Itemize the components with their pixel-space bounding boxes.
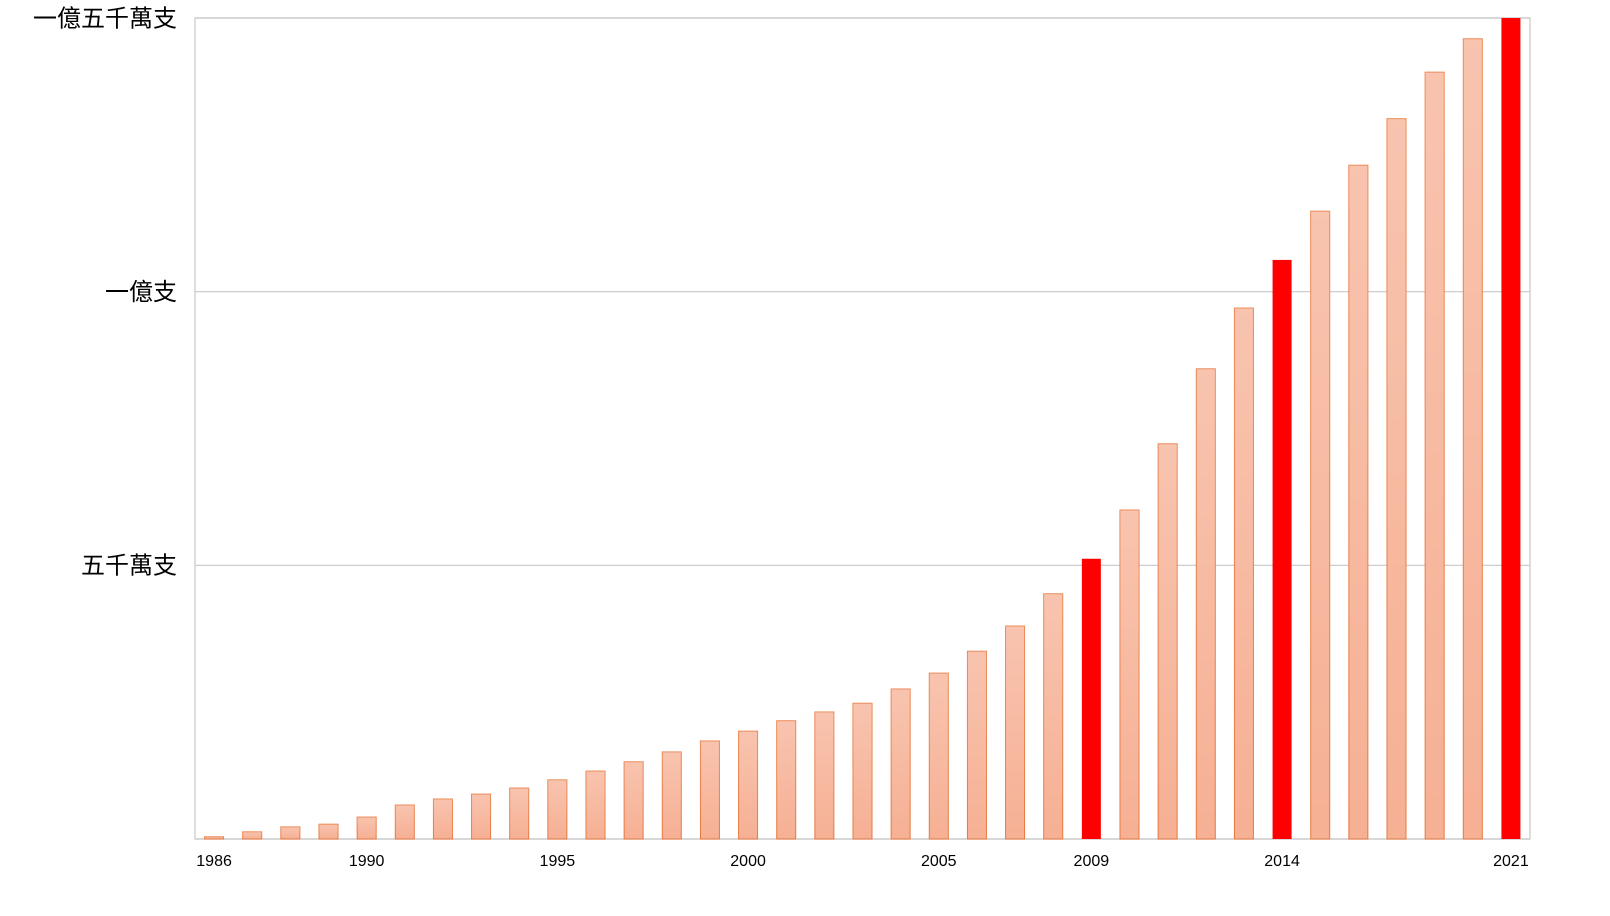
bar-shade [471, 794, 491, 839]
bar-shade [853, 703, 872, 839]
bar-shade [891, 689, 911, 839]
x-tick-label: 2005 [921, 853, 957, 870]
bar-shade [624, 761, 644, 839]
bar [1501, 18, 1521, 839]
bar-shade [1310, 211, 1330, 839]
x-tick-label: 2014 [1264, 853, 1300, 870]
bar-shade [242, 831, 262, 839]
bar-shade [776, 720, 796, 839]
bar-shade [1348, 165, 1368, 839]
bar-shade [395, 805, 415, 839]
bar-shade [929, 673, 949, 839]
bar-shade [1196, 368, 1216, 839]
bar-shade [319, 824, 338, 839]
bar-shade [814, 712, 834, 839]
y-tick-label: 一億支 [105, 279, 177, 306]
bar-shade [1234, 308, 1254, 839]
bar-shade [662, 751, 682, 839]
bar-shade [1043, 593, 1063, 839]
bar-shade [547, 779, 567, 839]
bar [1081, 558, 1101, 839]
bar-shade [967, 651, 987, 839]
bar-shade [1463, 38, 1483, 840]
x-tick-label: 2009 [1074, 853, 1110, 870]
bar-shade [357, 817, 377, 839]
y-tick-label: 一億五千萬支 [33, 5, 177, 32]
bar-shade [1425, 72, 1445, 840]
bar-shade [280, 826, 300, 839]
x-tick-label: 1990 [349, 853, 385, 870]
x-tick-label: 1995 [540, 853, 576, 870]
y-tick-label: 五千萬支 [81, 553, 177, 580]
bar-shade [1005, 626, 1025, 839]
bar-shade [738, 731, 758, 839]
bar-shade [1387, 118, 1406, 839]
x-tick-label: 2000 [730, 853, 766, 870]
bar [1272, 259, 1292, 839]
bar-shade [433, 799, 453, 839]
bar-shade [586, 771, 605, 839]
bar-shade [1158, 443, 1178, 839]
bar-shade [509, 788, 529, 839]
x-tick-label: 1986 [196, 853, 232, 870]
bar-shade [700, 741, 720, 839]
bar-shade [204, 836, 224, 839]
bar-shade [1120, 510, 1139, 839]
x-tick-label: 2021 [1493, 853, 1529, 870]
